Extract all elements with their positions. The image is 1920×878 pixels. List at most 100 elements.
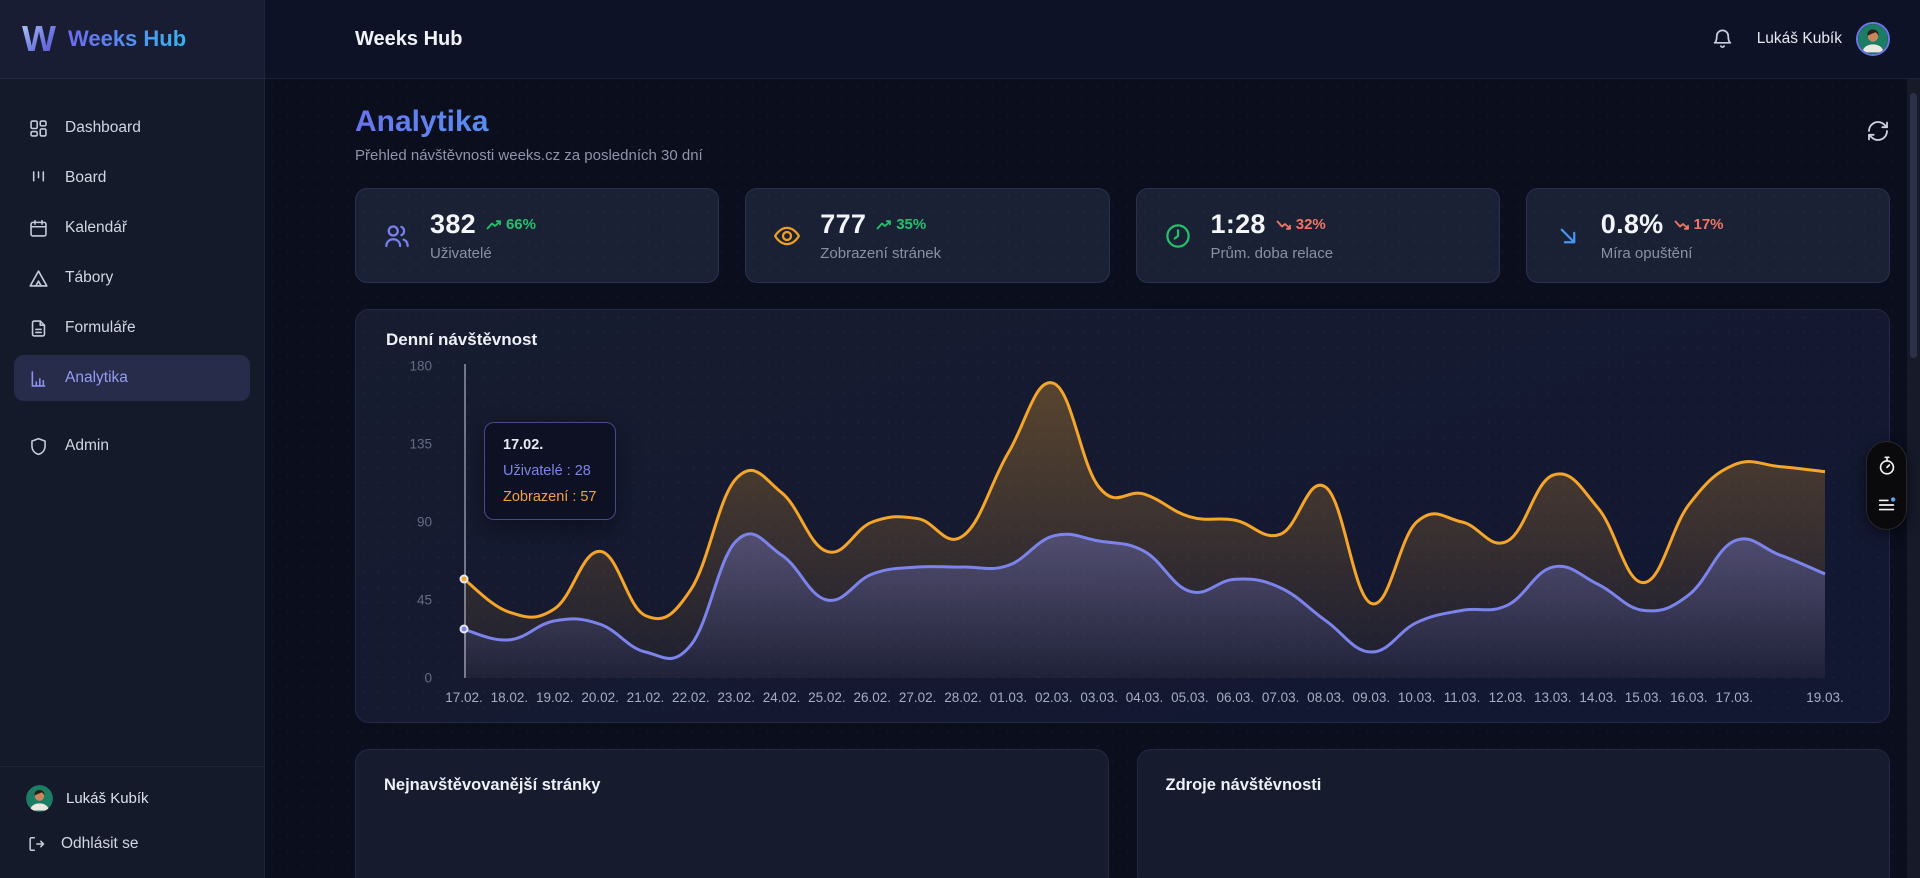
x-tick: 08.03. <box>1307 690 1345 705</box>
x-tick: 05.03. <box>1171 690 1209 705</box>
floating-widget <box>1866 441 1907 530</box>
views-point <box>459 574 469 584</box>
x-tick: 17.02. <box>445 690 483 705</box>
refresh-button[interactable] <box>1866 119 1890 146</box>
trend-down-icon <box>1674 219 1690 231</box>
x-tick: 01.03. <box>989 690 1028 705</box>
traffic-sources-title: Zdroje návštěvnosti <box>1165 776 1322 794</box>
x-tick: 13.03. <box>1534 690 1572 705</box>
y-tick: 90 <box>416 514 432 530</box>
sidebar-user-name: Lukáš Kubík <box>66 790 149 807</box>
sidebar-item-formulare[interactable]: Formuláře <box>14 305 250 351</box>
stat-label: Uživatelé <box>430 245 492 262</box>
chart-plot[interactable]: 17.02. Uživatelé : 28 Zobrazení : 57 <box>459 364 1825 678</box>
x-tick: 17.03. <box>1715 690 1754 705</box>
avatar <box>26 785 53 812</box>
calendar-icon <box>28 218 49 239</box>
brand-logo-icon: W <box>22 18 56 59</box>
traffic-sources-card: Zdroje návštěvnosti <box>1136 749 1890 878</box>
trend-up-icon <box>486 219 502 231</box>
line-users <box>464 534 1825 659</box>
chart-x-axis: 17.02. 18.02. 19.02. 20.02. 21.02. 22.02. 23.0… <box>445 690 1844 710</box>
tooltip-views: Zobrazení : 57 <box>503 489 597 505</box>
scrollbar-track[interactable] <box>1907 79 1920 878</box>
kanban-icon <box>28 168 49 189</box>
x-tick: 16.03. <box>1670 690 1708 705</box>
stopwatch-icon[interactable] <box>1876 455 1898 477</box>
logout-button[interactable]: Odhlásit se <box>26 834 238 854</box>
x-tick: 21.02. <box>626 690 665 705</box>
sidebar-item-admin[interactable]: Admin <box>14 423 250 469</box>
y-tick: 0 <box>424 670 432 686</box>
trend-down-icon <box>1276 219 1292 231</box>
x-tick: 12.03. <box>1488 690 1527 705</box>
area-users <box>464 533 1825 678</box>
x-tick: 06.03. <box>1216 690 1254 705</box>
chart-svg <box>464 366 1825 678</box>
y-tick: 135 <box>409 436 432 452</box>
x-tick: 19.02. <box>535 690 574 705</box>
brand-name: Weeks Hub <box>67 26 187 51</box>
page-subtitle: Přehled návštěvnosti weeks.cz za posledn… <box>355 147 703 164</box>
brand[interactable]: W Weeks Hub <box>0 0 264 79</box>
x-tick: 20.02. <box>581 690 619 705</box>
sidebar-item-board[interactable]: Board <box>14 155 250 201</box>
file-icon <box>28 318 49 339</box>
logout-label: Odhlásit se <box>61 835 139 852</box>
chart-tooltip: 17.02. Uživatelé : 28 Zobrazení : 57 <box>484 422 616 520</box>
shield-icon <box>28 436 49 457</box>
chart-y-axis: 0 45 90 135 180 <box>386 359 438 686</box>
main-content: Analytika Přehled návštěvnosti weeks.cz … <box>265 79 1920 878</box>
x-tick: 02.03. <box>1034 690 1073 705</box>
x-tick: 27.02. <box>898 690 937 705</box>
x-tick: 09.03. <box>1352 690 1391 705</box>
user-name: Lukáš Kubík <box>1756 30 1842 47</box>
top-pages-card: Nejnavštěvovanější stránky <box>355 749 1109 878</box>
bell-icon <box>1711 27 1734 50</box>
x-tick: 04.03. <box>1125 690 1164 705</box>
stat-trend: 32% <box>1276 216 1326 233</box>
users-icon <box>382 221 412 251</box>
list-dot-icon[interactable] <box>1876 494 1898 516</box>
page-header: Analytika Přehled návštěvnosti weeks.cz … <box>355 105 1890 164</box>
scrollbar-thumb[interactable] <box>1910 93 1917 358</box>
sidebar-item-dashboard[interactable]: Dashboard <box>14 105 250 151</box>
clock-icon <box>1163 221 1193 251</box>
x-tick: 25.02. <box>808 690 846 705</box>
content-column: Weeks Hub Lukáš Kubík Analytika Přehled … <box>265 0 1920 878</box>
top-pages-title: Nejnavštěvovanější stránky <box>384 776 601 794</box>
topbar: Weeks Hub Lukáš Kubík <box>265 0 1920 79</box>
topbar-right: Lukáš Kubík <box>1711 22 1890 56</box>
sidebar: W Weeks Hub Dashboard Board Kalendář Táb… <box>0 0 265 878</box>
x-tick: 22.02. <box>672 690 710 705</box>
tooltip-date: 17.02. <box>503 437 544 453</box>
daily-traffic-card: Denní návštěvnost 0 45 90 135 180 <box>355 309 1890 723</box>
stat-label: Míra opuštění <box>1600 245 1693 262</box>
bottom-cards: Nejnavštěvovanější stránky Zdroje návště… <box>355 749 1890 878</box>
arrow-dr-icon <box>1553 221 1583 251</box>
stat-value: 1:28 <box>1210 209 1266 239</box>
logout-icon <box>26 834 46 854</box>
x-tick: 10.03. <box>1397 690 1436 705</box>
x-tick: 19.03. <box>1806 690 1844 705</box>
stat-card: 382 66% Uživatelé <box>355 188 720 283</box>
stat-value: 382 <box>430 209 476 239</box>
notifications-button[interactable] <box>1711 27 1735 51</box>
sidebar-user: Lukáš Kubík <box>26 785 238 812</box>
sidebar-item-kalendar[interactable]: Kalendář <box>14 205 250 251</box>
stat-value: 0.8% <box>1600 209 1664 239</box>
trend-up-icon <box>876 219 892 231</box>
chart-area: 0 45 90 135 180 <box>386 359 1859 712</box>
stat-card: 777 35% Zobrazení stránek <box>745 188 1110 283</box>
x-tick: 07.03. <box>1261 690 1300 705</box>
sidebar-item-analytika[interactable]: Analytika <box>14 355 250 401</box>
topbar-title: Weeks Hub <box>355 27 463 50</box>
sidebar-item-tabory[interactable]: Tábory <box>14 255 250 301</box>
user-menu[interactable]: Lukáš Kubík <box>1757 22 1890 56</box>
stat-card: 1:28 32% Prům. doba relace <box>1135 188 1500 283</box>
tooltip-users: Uživatelé : 28 <box>503 463 591 479</box>
stat-card: 0.8% 17% Míra opuštění <box>1525 188 1890 283</box>
x-tick: 23.02. <box>717 690 755 705</box>
stat-value: 777 <box>820 209 867 239</box>
